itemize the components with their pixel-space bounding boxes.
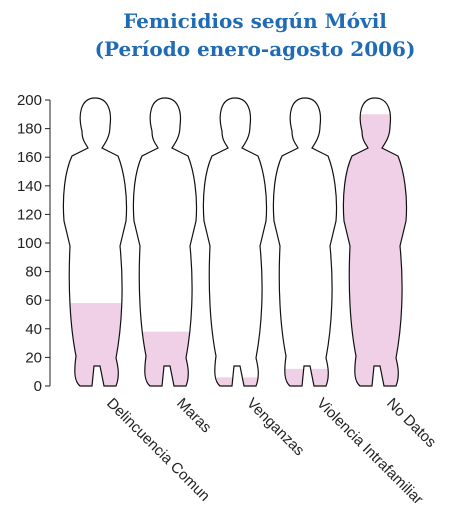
silhouette [273, 98, 336, 386]
y-tick-label: 160 [17, 149, 42, 166]
x-tick-label: No Datos [383, 395, 439, 451]
y-tick-label: 100 [17, 235, 42, 252]
x-tick-label: Venganzas [243, 395, 308, 460]
y-tick-label: 0 [34, 378, 42, 395]
x-tick-label: Maras [173, 395, 214, 436]
chart-subtitle: (Período enero-agosto 2006) [95, 37, 416, 61]
chart-title: Femicidios según Móvil [123, 9, 387, 33]
y-tick-label: 20 [25, 349, 42, 366]
chart: Femicidios según Móvil (Período enero-ag… [0, 0, 459, 531]
bar [270, 369, 340, 386]
bar [200, 377, 270, 386]
y-tick-label: 200 [17, 92, 42, 109]
silhouette [203, 98, 266, 386]
bar [340, 114, 410, 386]
y-tick-label: 140 [17, 178, 42, 195]
y-tick-label: 80 [25, 264, 42, 281]
y-tick-label: 60 [25, 292, 42, 309]
y-tick-label: 180 [17, 121, 42, 138]
y-tick-label: 40 [25, 321, 42, 338]
y-tick-label: 120 [17, 206, 42, 223]
